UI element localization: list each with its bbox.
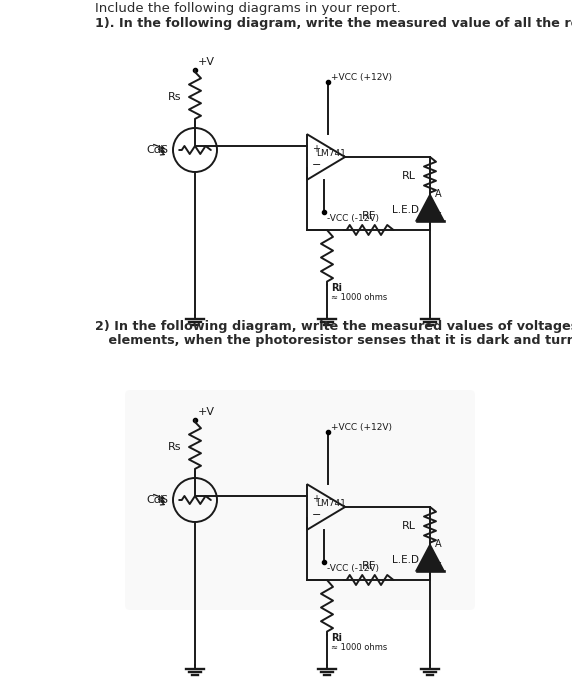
Text: Rs: Rs	[168, 442, 181, 452]
Text: LM741: LM741	[316, 150, 347, 158]
Text: +VCC (+12V): +VCC (+12V)	[331, 423, 392, 432]
Text: RF: RF	[362, 211, 376, 221]
Text: +: +	[312, 494, 320, 503]
Text: A: A	[435, 539, 442, 549]
Text: K: K	[435, 212, 442, 222]
Text: CdS: CdS	[146, 495, 168, 505]
Text: RF: RF	[362, 561, 376, 571]
Text: RL: RL	[402, 521, 416, 531]
Text: 1). In the following diagram, write the measured value of all the resistances: 1). In the following diagram, write the …	[95, 17, 572, 30]
Text: +V: +V	[198, 57, 215, 67]
Text: 2) In the following diagram, write the measured values of voltages across all: 2) In the following diagram, write the m…	[95, 320, 572, 333]
Text: +: +	[312, 144, 320, 153]
Text: ≈ 1000 ohms: ≈ 1000 ohms	[331, 293, 387, 302]
Text: ≈ 1000 ohms: ≈ 1000 ohms	[331, 643, 387, 652]
Text: -VCC (-12V): -VCC (-12V)	[327, 564, 379, 573]
Text: K: K	[435, 562, 442, 572]
Text: +V: +V	[198, 407, 215, 417]
Text: Include the following diagrams in your report.: Include the following diagrams in your r…	[95, 2, 401, 15]
Text: elements, when the photoresistor senses that it is dark and turns on LED: elements, when the photoresistor senses …	[95, 334, 572, 347]
Text: L.E.D.: L.E.D.	[392, 555, 422, 565]
Text: L.E.D.: L.E.D.	[392, 205, 422, 215]
Text: −: −	[312, 160, 321, 170]
Text: −: −	[312, 510, 321, 520]
Text: +VCC (+12V): +VCC (+12V)	[331, 73, 392, 82]
Text: Rs: Rs	[168, 92, 181, 102]
Text: LM741: LM741	[316, 500, 347, 508]
Text: -VCC (-12V): -VCC (-12V)	[327, 214, 379, 223]
Text: Ri: Ri	[331, 283, 342, 293]
FancyBboxPatch shape	[125, 390, 475, 610]
Text: CdS: CdS	[146, 145, 168, 155]
Polygon shape	[416, 545, 443, 570]
Text: A: A	[435, 189, 442, 199]
Polygon shape	[416, 195, 443, 220]
Text: RL: RL	[402, 171, 416, 181]
Text: Ri: Ri	[331, 633, 342, 643]
